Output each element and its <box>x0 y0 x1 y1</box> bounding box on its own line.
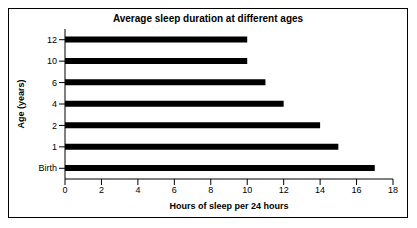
svg-text:10: 10 <box>242 185 252 195</box>
svg-text:14: 14 <box>315 185 325 195</box>
svg-text:2: 2 <box>52 121 57 131</box>
svg-text:4: 4 <box>135 185 140 195</box>
svg-text:Hours of sleep per 24 hours: Hours of sleep per 24 hours <box>169 201 288 211</box>
html-text:Average sleep duration at diff: Average sleep duration at different ages <box>112 13 304 24</box>
svg-text:8: 8 <box>208 185 213 195</box>
svg-text:12: 12 <box>279 185 289 195</box>
svg-text:Age (years): Age (years) <box>16 79 26 128</box>
svg-text:6: 6 <box>172 185 177 195</box>
svg-text:1: 1 <box>52 142 57 152</box>
svg-text:2: 2 <box>99 185 104 195</box>
svg-text:0: 0 <box>62 185 67 195</box>
svg-text:12: 12 <box>47 35 57 45</box>
svg-text:16: 16 <box>352 185 362 195</box>
svg-text:4: 4 <box>52 99 57 109</box>
svg-text:10: 10 <box>47 56 57 66</box>
svg-text:6: 6 <box>52 78 57 88</box>
svg-text:18: 18 <box>388 185 398 195</box>
svg-text:Birth: Birth <box>38 163 57 173</box>
